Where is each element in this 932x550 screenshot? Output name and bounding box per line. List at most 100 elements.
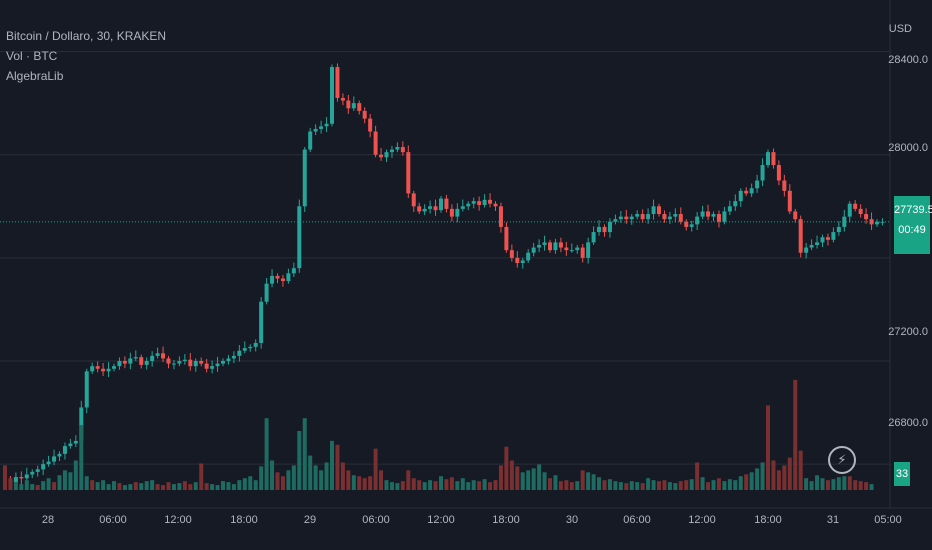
volume-bar <box>357 476 362 490</box>
candle-body <box>586 242 591 258</box>
volume-bar <box>280 476 285 490</box>
volume-bar <box>291 465 296 490</box>
candle-body <box>640 214 645 220</box>
volume-bar <box>673 483 678 490</box>
volume-bar <box>488 482 493 490</box>
candle-body <box>684 221 689 227</box>
candle-body <box>106 368 111 372</box>
volume-bar <box>825 480 830 490</box>
legend-indicator[interactable]: AlgebraLib <box>6 69 64 83</box>
candle-body <box>591 232 596 243</box>
volume-bar <box>640 483 645 490</box>
volume-bar <box>84 476 89 490</box>
volume-bar <box>847 476 852 490</box>
candle-body <box>760 165 765 181</box>
candle-body <box>607 221 612 233</box>
time-axis-label: 05:00 <box>874 514 902 526</box>
volume-bar <box>346 470 351 490</box>
candle-body <box>112 366 116 369</box>
candle-body <box>13 477 18 483</box>
candle-body <box>324 123 329 127</box>
candle-body <box>815 242 820 245</box>
candle-body <box>193 361 198 367</box>
candle-body <box>57 453 62 457</box>
candle-body <box>231 355 236 359</box>
candle-body <box>52 456 57 462</box>
volume-bar <box>112 481 116 490</box>
volume-bar <box>144 481 149 490</box>
volume-bar <box>591 474 596 490</box>
candle-body <box>139 357 144 365</box>
candle-body <box>166 358 171 364</box>
candle-body <box>711 214 716 217</box>
candle-body <box>275 275 280 279</box>
candle-body <box>869 219 874 225</box>
volume-bar <box>553 475 558 490</box>
candle-body <box>744 190 749 194</box>
candle-body <box>297 206 302 269</box>
candle-body <box>280 278 285 282</box>
lightning-bolt-icon[interactable]: ⚡ <box>828 446 856 474</box>
candle-body <box>406 152 411 194</box>
candle-body <box>259 301 264 343</box>
candle-body <box>847 203 852 217</box>
legend-volume[interactable]: Vol · BTC <box>6 49 58 63</box>
candle-body <box>488 199 493 204</box>
volume-bar <box>79 425 84 490</box>
legend-symbol[interactable]: Bitcoin / Dollaro, 30, KRAKEN <box>6 29 167 43</box>
candle-body <box>798 219 803 253</box>
candle-body <box>646 214 651 220</box>
volume-bar <box>101 480 106 490</box>
time-axis-label: 12:00 <box>164 514 192 526</box>
volume-bar <box>455 481 460 490</box>
volume-bar <box>57 475 62 490</box>
candle-body <box>749 188 754 194</box>
volume-bar <box>155 484 160 490</box>
volume-bar <box>368 476 373 490</box>
volume-bar <box>35 485 40 490</box>
time-axis-label: 18:00 <box>492 514 520 526</box>
volume-bar <box>449 477 454 490</box>
candle-body <box>84 371 89 408</box>
candle-body <box>733 201 738 207</box>
candle-body <box>569 250 574 252</box>
candle-body <box>68 443 73 447</box>
volume-bar <box>395 483 400 490</box>
candle-body <box>575 247 580 251</box>
volume-bar <box>439 476 443 490</box>
volume-bar <box>171 484 176 490</box>
candle-body <box>428 206 433 209</box>
volume-bar <box>193 482 198 490</box>
candle-body <box>144 361 149 365</box>
candle-body <box>706 211 711 217</box>
candle-body <box>727 206 732 212</box>
volume-bar <box>711 480 716 490</box>
candle-body <box>79 407 84 441</box>
candle-body <box>188 359 193 367</box>
volume-bar <box>526 470 531 490</box>
volume-bar <box>161 485 166 490</box>
volume-bar <box>13 482 18 490</box>
volume-bar <box>766 405 770 490</box>
time-axis-label: 06:00 <box>99 514 127 526</box>
candle-body <box>161 353 166 359</box>
candle-body <box>133 357 138 359</box>
volume-bar <box>586 472 591 490</box>
candle-body <box>62 446 67 454</box>
candle-body <box>782 180 787 191</box>
volume-bar <box>858 481 863 490</box>
volume-bar <box>531 468 536 490</box>
volume-bar <box>95 482 100 490</box>
candle-body <box>689 224 694 227</box>
volume-bar <box>684 480 689 490</box>
volume-bar <box>520 472 525 490</box>
volume-bar <box>417 480 422 490</box>
candle-body <box>221 361 225 364</box>
candle-body <box>602 226 607 233</box>
volume-bar <box>335 444 340 490</box>
volume-bar <box>629 481 634 490</box>
candle-body <box>771 152 776 166</box>
candle-body <box>553 242 558 251</box>
